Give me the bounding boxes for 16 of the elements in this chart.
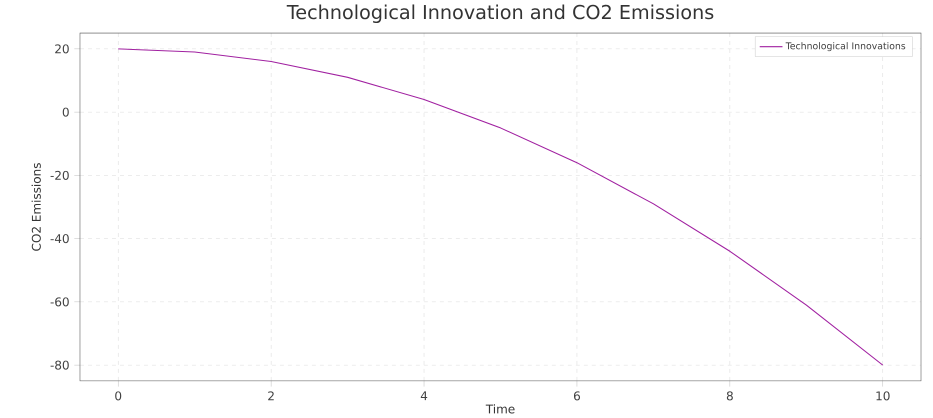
x-tick-label: 0 xyxy=(115,391,122,400)
y-axis-title: CO2 Emissions xyxy=(32,163,41,251)
x-axis-title: Time xyxy=(486,404,515,414)
x-tick-label: 2 xyxy=(268,391,274,400)
y-tick-label: -20 xyxy=(50,170,69,180)
y-tick-label: -80 xyxy=(50,360,69,370)
y-tick-label: -60 xyxy=(50,297,69,306)
x-tick-label: 8 xyxy=(726,391,733,400)
y-tick-label: 20 xyxy=(55,44,69,54)
x-tick-label: 4 xyxy=(420,391,428,400)
x-tick-label: 10 xyxy=(876,391,890,400)
chart-title: Technological Innovation and CO2 Emissions xyxy=(286,4,714,24)
y-tick-label: 0 xyxy=(62,108,69,117)
x-tick-label: 6 xyxy=(574,391,580,400)
legend-label: Technological Innovations xyxy=(786,42,906,52)
y-tick-label: -40 xyxy=(50,234,69,244)
